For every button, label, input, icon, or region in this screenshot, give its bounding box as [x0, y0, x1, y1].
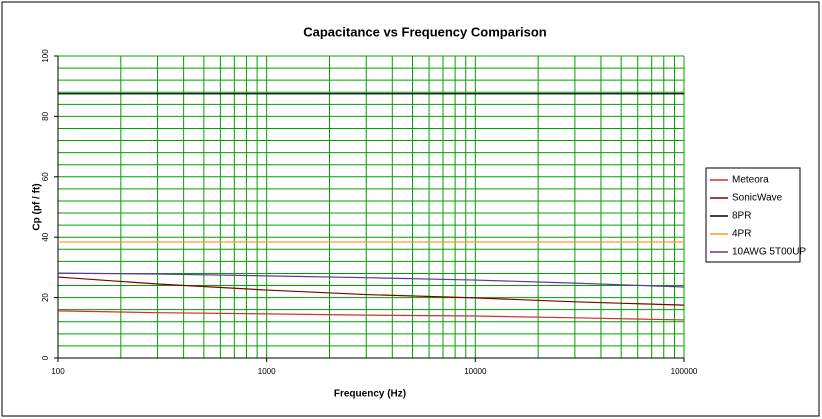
- series-line: [57, 272, 685, 288]
- legend-box: [705, 167, 801, 263]
- legend-label: SonicWave: [732, 193, 783, 204]
- x-tick-label: 10000: [464, 367, 487, 376]
- series-line: [57, 276, 685, 306]
- y-tick-label: 40: [41, 232, 50, 241]
- y-tick-label: 60: [41, 172, 50, 181]
- y-tick-label: 100: [41, 49, 50, 63]
- legend-label: 4PR: [732, 229, 751, 240]
- y-tick-label: 20: [41, 293, 50, 302]
- x-tick-label: 1000: [258, 367, 276, 376]
- series-line: [57, 310, 685, 321]
- x-tick-label: 100: [51, 367, 65, 376]
- y-tick-label: 80: [41, 111, 50, 120]
- y-tick-label: 0: [41, 355, 50, 360]
- legend-label: 10AWG 5T00UP: [732, 247, 806, 258]
- x-axis-label: Frequency (Hz): [334, 389, 406, 400]
- chart-title: Capacitance vs Frequency Comparison: [303, 24, 547, 39]
- legend-label: Meteora: [732, 175, 769, 186]
- y-axis-label: Cp (pf / ft): [32, 183, 43, 230]
- legend-label: 8PR: [732, 211, 751, 222]
- x-tick-label: 100000: [671, 367, 698, 376]
